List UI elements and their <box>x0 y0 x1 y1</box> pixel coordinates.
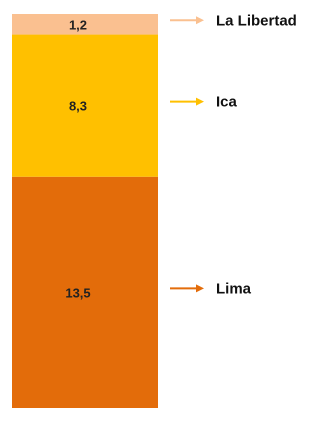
bar-stack <box>12 14 158 408</box>
value-label-ica: 8,3 <box>69 99 87 114</box>
bar-segment-lima <box>12 176 158 408</box>
category-label-ica: Ica <box>216 94 238 111</box>
value-label-la-libertad: 1,2 <box>69 17 87 32</box>
arrow-head-lima <box>196 284 204 293</box>
bar-segment-la-libertad <box>12 14 158 35</box>
category-callouts: Lima Ica La Libertad <box>170 12 297 297</box>
category-label-lima: Lima <box>216 280 252 297</box>
category-label-la-libertad: La Libertad <box>216 12 297 29</box>
arrow-head-ica <box>196 97 204 106</box>
segment-labels: 13,5 8,3 1,2 <box>65 17 90 300</box>
arrow-head-la-libertad <box>196 16 204 25</box>
value-label-lima: 13,5 <box>65 285 90 300</box>
bar-segment-ica <box>12 34 158 177</box>
